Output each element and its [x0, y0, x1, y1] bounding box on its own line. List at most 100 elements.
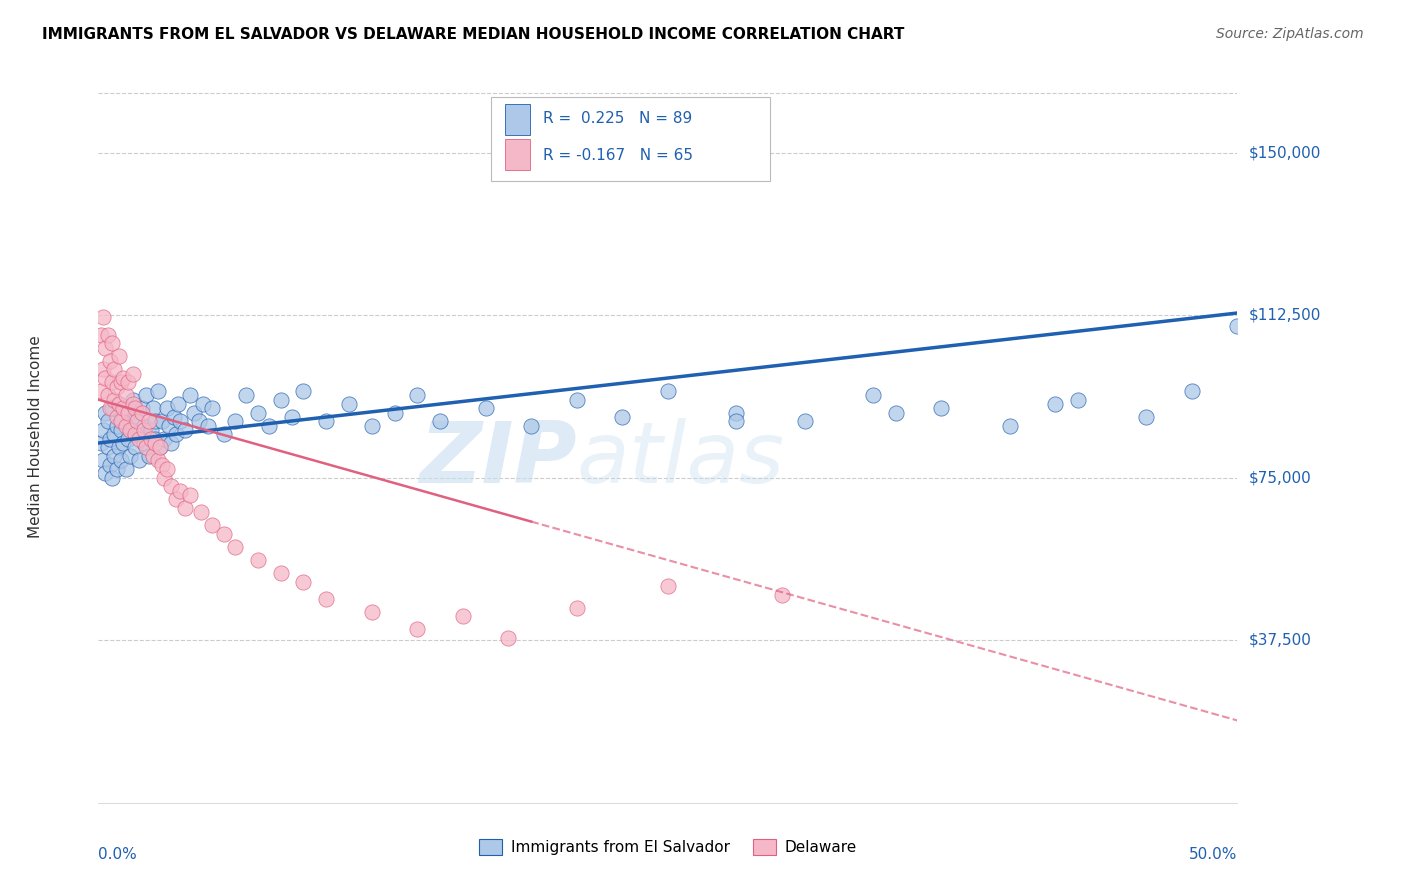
Point — [121, 423, 143, 437]
Text: $112,500: $112,500 — [1249, 308, 1320, 323]
Text: $75,000: $75,000 — [1249, 470, 1312, 485]
Point — [160, 436, 183, 450]
Point — [117, 401, 139, 416]
Point — [429, 414, 451, 428]
Point — [337, 397, 360, 411]
Point — [406, 388, 429, 402]
Text: $150,000: $150,000 — [1249, 145, 1320, 161]
Text: ZIP: ZIP — [419, 417, 576, 500]
Point — [128, 427, 150, 442]
Point — [292, 574, 315, 589]
Point — [292, 384, 315, 398]
Point — [862, 388, 884, 402]
Point — [998, 418, 1021, 433]
Point — [108, 397, 131, 411]
Text: R = -0.167   N = 65: R = -0.167 N = 65 — [543, 148, 693, 163]
Text: atlas: atlas — [576, 417, 785, 500]
Point — [725, 406, 748, 420]
Point — [135, 441, 157, 455]
Point — [124, 427, 146, 442]
Point — [1226, 318, 1249, 333]
Point — [138, 414, 160, 428]
Point — [127, 414, 149, 428]
Point — [132, 436, 155, 450]
Point — [406, 623, 429, 637]
Point — [139, 423, 162, 437]
Point — [174, 501, 197, 516]
Point — [179, 388, 201, 402]
Point — [929, 401, 952, 416]
Point — [1135, 410, 1157, 425]
Point — [162, 410, 184, 425]
Point — [91, 423, 114, 437]
Point — [110, 414, 132, 428]
Point — [612, 410, 634, 425]
Point — [156, 462, 179, 476]
Point — [98, 458, 121, 472]
Point — [145, 432, 167, 446]
Point — [149, 441, 172, 455]
Point — [96, 388, 118, 402]
Point — [160, 479, 183, 493]
Point — [1181, 384, 1204, 398]
Text: 0.0%: 0.0% — [98, 847, 138, 862]
Bar — [505, 104, 530, 135]
Point — [187, 414, 209, 428]
Point — [91, 310, 114, 325]
Point — [96, 327, 118, 342]
Point — [167, 397, 190, 411]
Point — [124, 401, 146, 416]
Point — [112, 371, 135, 385]
Point — [169, 483, 191, 498]
Point — [132, 423, 155, 437]
Point — [108, 397, 131, 411]
Point — [270, 392, 292, 407]
Point — [103, 362, 125, 376]
Point — [127, 414, 149, 428]
Point — [725, 414, 748, 428]
Point — [101, 376, 124, 390]
Point — [110, 423, 132, 437]
Point — [224, 540, 246, 554]
Point — [120, 423, 142, 437]
Point — [139, 432, 162, 446]
Point — [565, 392, 588, 407]
Point — [101, 471, 124, 485]
Point — [112, 414, 135, 428]
Point — [451, 609, 474, 624]
Point — [156, 401, 179, 416]
Point — [124, 441, 146, 455]
Point — [197, 418, 219, 433]
Point — [474, 401, 496, 416]
Point — [1043, 397, 1066, 411]
Point — [135, 388, 157, 402]
Point — [212, 527, 235, 541]
Point — [103, 449, 125, 463]
Point — [315, 592, 337, 607]
Point — [153, 432, 176, 446]
Point — [90, 384, 112, 398]
Point — [157, 418, 180, 433]
Point — [146, 384, 169, 398]
Point — [183, 406, 205, 420]
Point — [884, 406, 907, 420]
Point — [132, 418, 155, 433]
Point — [121, 367, 143, 381]
Point — [657, 384, 679, 398]
Point — [94, 341, 117, 355]
Point — [146, 453, 169, 467]
Point — [90, 327, 112, 342]
Point — [105, 380, 128, 394]
Point — [90, 436, 112, 450]
Point — [142, 449, 165, 463]
Point — [114, 388, 136, 402]
Point — [150, 414, 173, 428]
Point — [120, 449, 142, 463]
Point — [105, 410, 128, 425]
Point — [498, 631, 520, 645]
Bar — [505, 139, 530, 170]
Point — [101, 336, 124, 351]
Text: 50.0%: 50.0% — [1189, 847, 1237, 862]
Point — [110, 453, 132, 467]
Point — [149, 441, 172, 455]
